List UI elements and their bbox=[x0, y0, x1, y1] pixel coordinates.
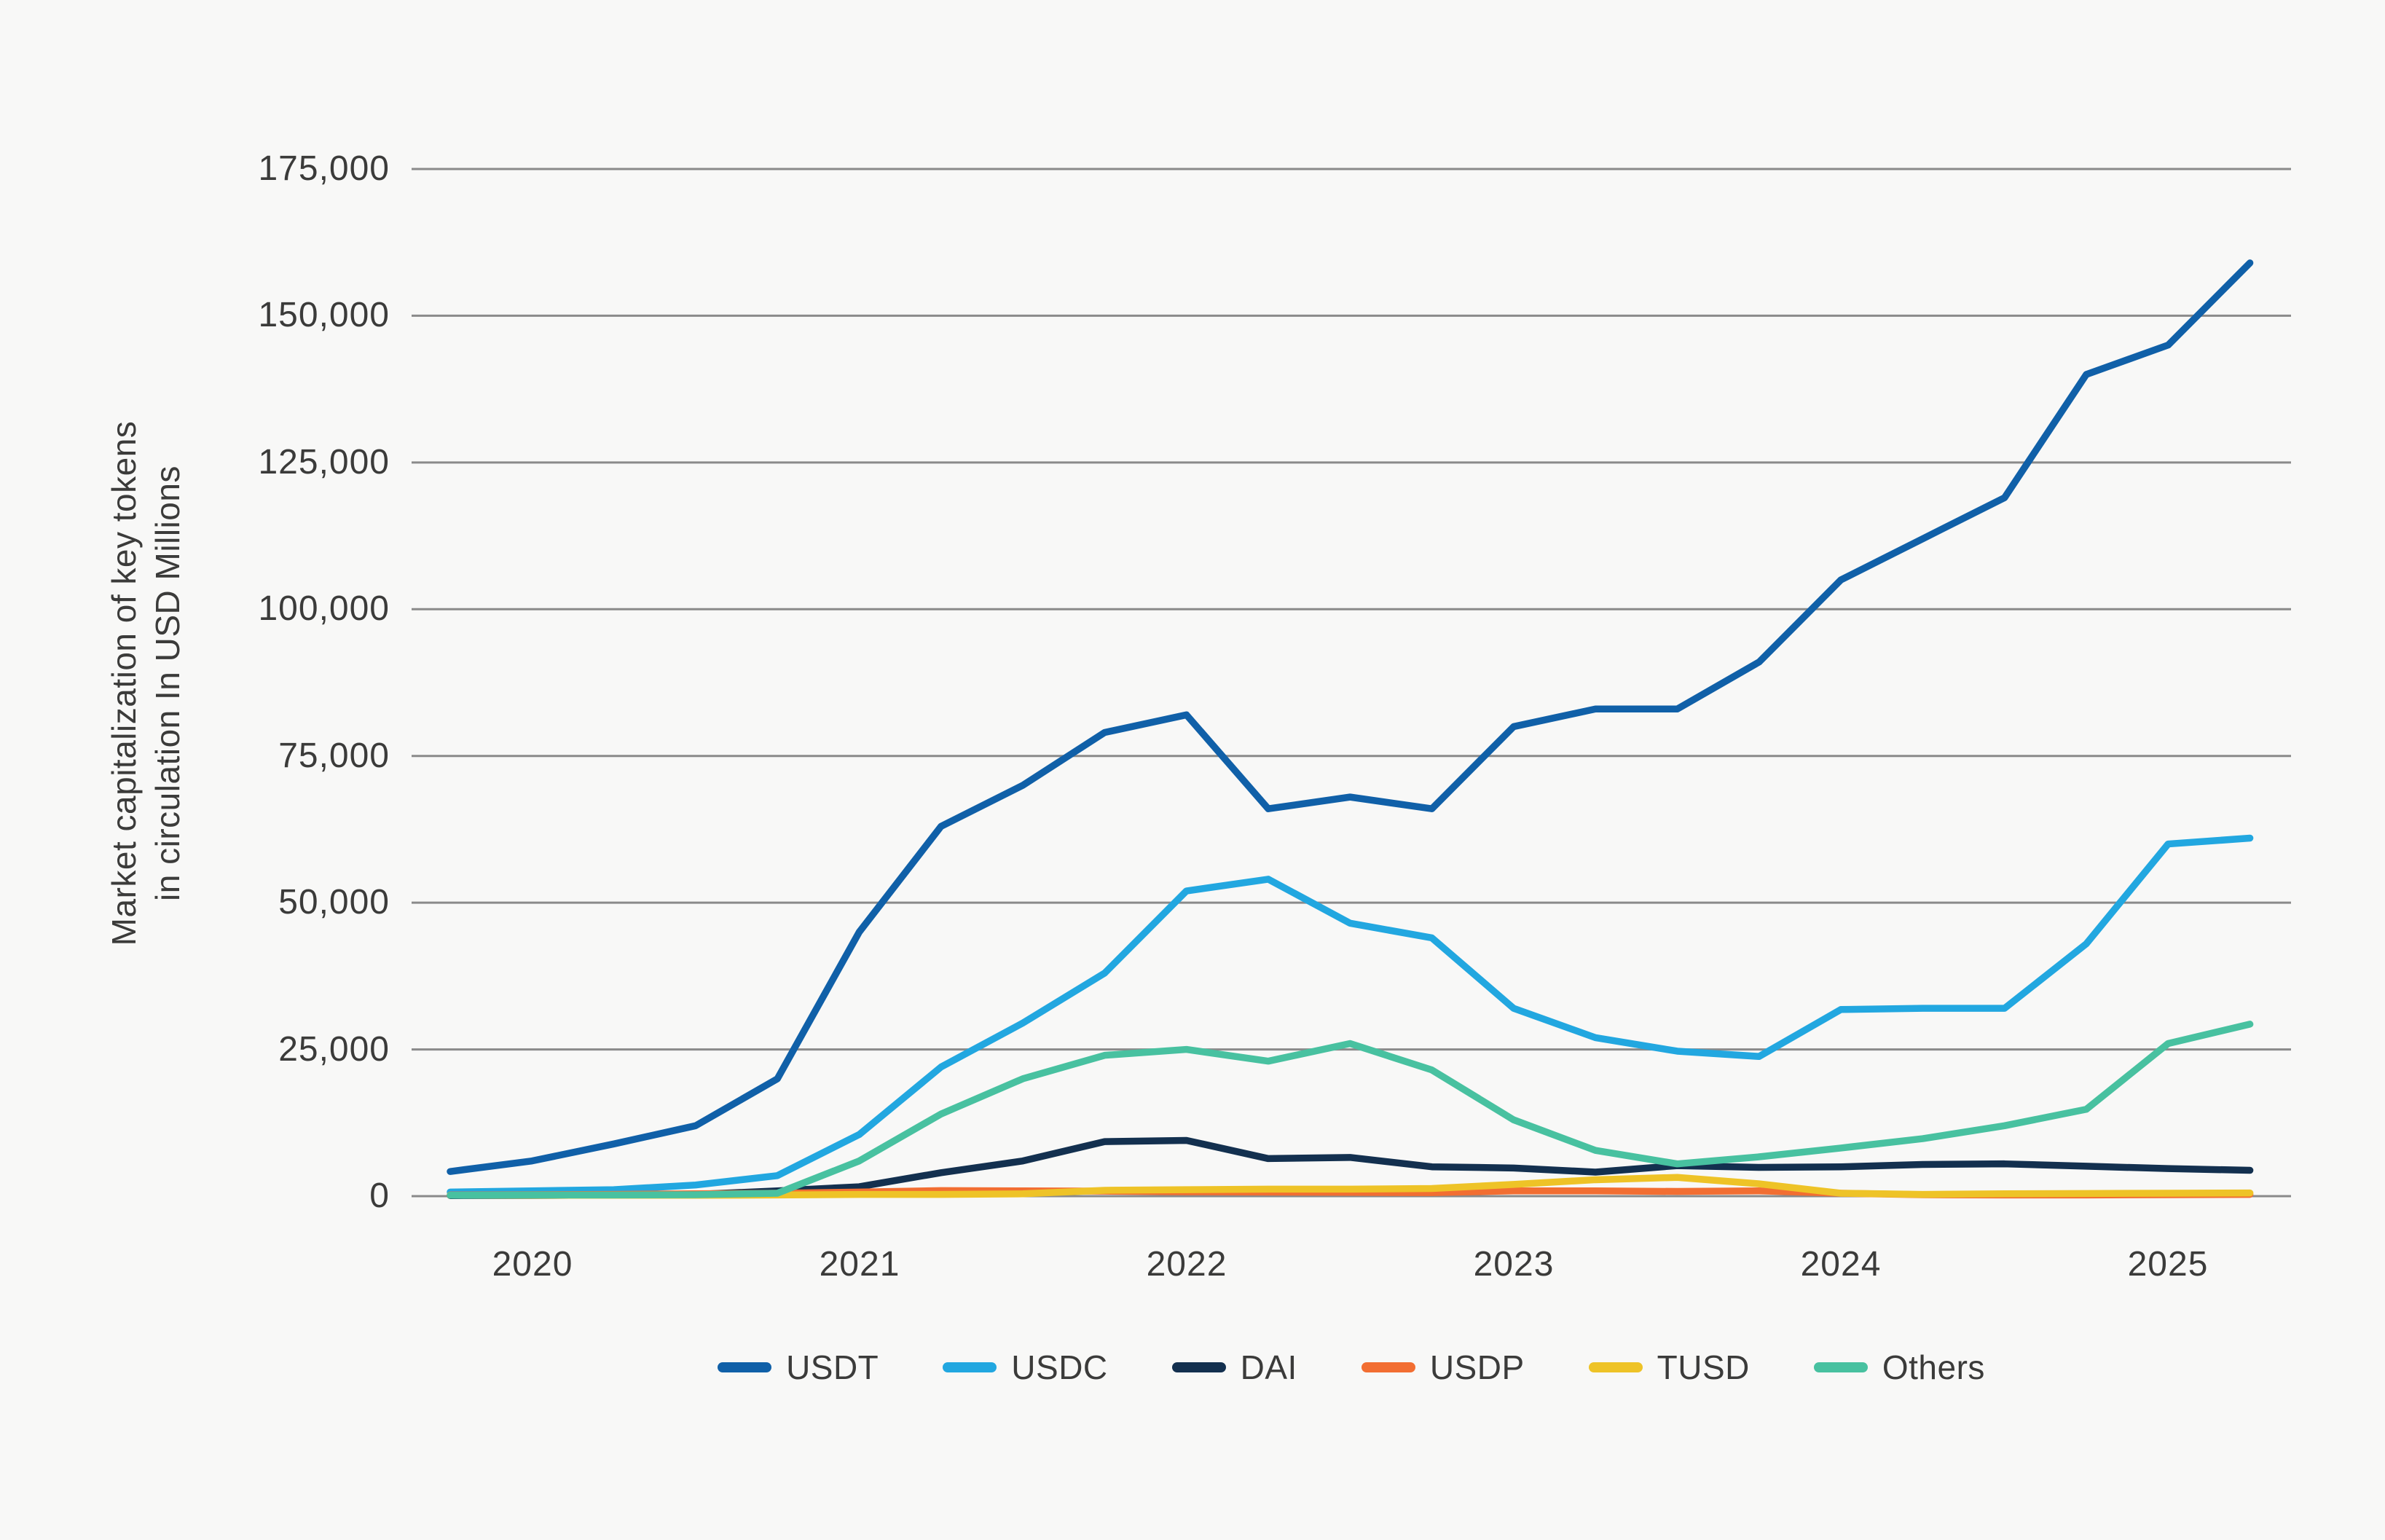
legend-swatch-others bbox=[1813, 1362, 1868, 1372]
legend-item-usdc: USDC bbox=[943, 1348, 1107, 1387]
y-axis-tick-label: 125,000 bbox=[258, 442, 390, 482]
y-axis-tick-label: 0 bbox=[369, 1176, 390, 1215]
legend-swatch-usdp bbox=[1361, 1362, 1415, 1372]
y-axis-tick-label: 150,000 bbox=[258, 296, 390, 335]
legend-label: DAI bbox=[1240, 1348, 1297, 1386]
legend-swatch-usdc bbox=[943, 1362, 997, 1372]
legend-label: USDC bbox=[1011, 1348, 1108, 1386]
legend-swatch-tusd bbox=[1588, 1362, 1643, 1372]
series-line-usdt bbox=[447, 259, 2254, 1175]
x-axis-tick-label: 2021 bbox=[819, 1245, 900, 1284]
y-axis-tick-label: 50,000 bbox=[278, 883, 390, 922]
x-axis-tick-label: 2025 bbox=[2127, 1245, 2209, 1284]
legend-item-tusd: TUSD bbox=[1588, 1348, 1750, 1387]
legend-item-usdp: USDP bbox=[1361, 1348, 1525, 1387]
y-axis-tick-label: 75,000 bbox=[278, 736, 390, 775]
legend: USDT USDC DAI USDP TUSD Others bbox=[412, 1348, 2291, 1387]
series-line-usdc bbox=[447, 834, 2254, 1196]
legend-item-usdt: USDT bbox=[718, 1348, 879, 1387]
legend-swatch-usdt bbox=[718, 1362, 772, 1372]
x-axis-tick-label: 2020 bbox=[492, 1245, 573, 1284]
x-axis-tick-label: 2024 bbox=[1800, 1245, 1882, 1284]
legend-label: TUSD bbox=[1657, 1348, 1750, 1386]
legend-item-dai: DAI bbox=[1171, 1348, 1297, 1387]
series-line-others bbox=[447, 1021, 2254, 1199]
x-axis-tick-label: 2023 bbox=[1473, 1245, 1555, 1284]
y-axis-tick-label: 100,000 bbox=[258, 589, 390, 629]
legend-label: USDP bbox=[1429, 1348, 1525, 1386]
legend-item-others: Others bbox=[1813, 1348, 1985, 1387]
y-axis-tick-label: 175,000 bbox=[258, 149, 390, 188]
y-axis-tick-label: 25,000 bbox=[278, 1029, 390, 1069]
x-axis-tick-label: 2022 bbox=[1146, 1245, 1227, 1284]
legend-label: Others bbox=[1882, 1348, 1985, 1386]
legend-label: USDT bbox=[786, 1348, 879, 1386]
legend-swatch-dai bbox=[1171, 1362, 1226, 1372]
